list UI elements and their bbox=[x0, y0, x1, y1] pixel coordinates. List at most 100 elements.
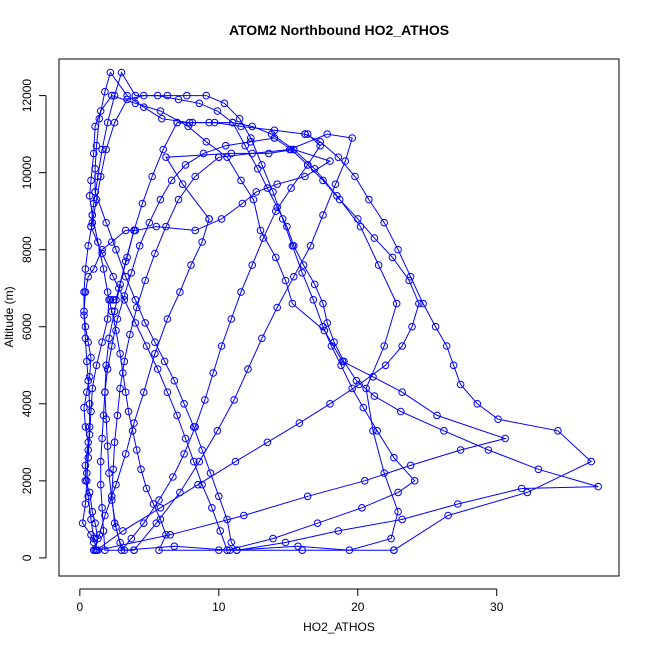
data-point bbox=[273, 303, 282, 312]
data-point bbox=[109, 296, 117, 304]
data-point bbox=[301, 130, 309, 138]
data-point bbox=[283, 222, 291, 231]
data-point bbox=[319, 211, 327, 219]
data-point bbox=[442, 342, 451, 350]
data-point bbox=[84, 272, 92, 281]
data-point bbox=[123, 91, 131, 100]
data-point bbox=[81, 334, 90, 343]
y-tick-label: 8000 bbox=[20, 236, 34, 263]
data-point bbox=[310, 165, 319, 173]
data-point bbox=[456, 380, 465, 389]
plot-area bbox=[78, 68, 603, 555]
data-point bbox=[89, 149, 98, 158]
series-line-4 bbox=[91, 214, 394, 551]
data-point bbox=[433, 411, 441, 420]
data-point bbox=[106, 68, 115, 77]
data-point bbox=[105, 334, 113, 343]
series-line-3 bbox=[89, 95, 507, 551]
data-point bbox=[341, 157, 350, 165]
data-point bbox=[85, 430, 94, 439]
data-point bbox=[145, 218, 154, 227]
data-point bbox=[167, 176, 176, 185]
data-point bbox=[94, 238, 102, 246]
data-point bbox=[381, 361, 390, 370]
data-point bbox=[206, 469, 215, 477]
data-point bbox=[99, 527, 108, 535]
data-point bbox=[110, 438, 119, 447]
data-point bbox=[155, 496, 163, 504]
data-point bbox=[237, 122, 245, 131]
data-point bbox=[380, 342, 389, 350]
data-point bbox=[116, 349, 124, 358]
data-point bbox=[345, 546, 354, 555]
data-point bbox=[406, 272, 415, 281]
data-point bbox=[330, 338, 338, 347]
data-point bbox=[554, 427, 562, 435]
data-point bbox=[131, 319, 140, 327]
data-point bbox=[128, 427, 137, 435]
data-point bbox=[309, 296, 318, 304]
data-point bbox=[92, 195, 101, 204]
data-point bbox=[205, 215, 213, 223]
data-point bbox=[215, 546, 223, 555]
x-tick-label: 10 bbox=[212, 600, 226, 614]
data-point bbox=[85, 400, 94, 408]
data-point bbox=[256, 226, 265, 235]
data-point bbox=[112, 523, 120, 531]
data-point bbox=[326, 157, 334, 165]
x-tick-label: 0 bbox=[76, 600, 83, 614]
data-point bbox=[223, 515, 231, 524]
data-point bbox=[185, 118, 194, 127]
data-point bbox=[105, 296, 113, 304]
data-point bbox=[112, 245, 120, 254]
data-point bbox=[352, 376, 361, 385]
data-point bbox=[326, 400, 334, 408]
data-point bbox=[91, 519, 99, 528]
data-point bbox=[89, 538, 98, 547]
data-point bbox=[87, 222, 95, 231]
data-point bbox=[130, 419, 138, 427]
data-point bbox=[299, 261, 308, 269]
data-point bbox=[84, 242, 92, 250]
data-point bbox=[331, 180, 340, 188]
y-tick-label: 4000 bbox=[20, 390, 34, 417]
data-point bbox=[99, 411, 108, 420]
data-point bbox=[81, 265, 90, 273]
data-point bbox=[140, 519, 148, 528]
data-point bbox=[215, 153, 223, 161]
data-point bbox=[102, 361, 110, 370]
data-point bbox=[202, 138, 211, 146]
data-point bbox=[359, 403, 368, 412]
data-point bbox=[247, 138, 255, 146]
data-point bbox=[419, 299, 427, 308]
data-point bbox=[170, 376, 179, 385]
data-point bbox=[408, 322, 416, 331]
data-point bbox=[83, 388, 91, 397]
data-point bbox=[265, 149, 273, 158]
series-line-10 bbox=[96, 137, 420, 551]
data-point bbox=[83, 469, 91, 477]
data-point bbox=[252, 188, 261, 196]
data-point bbox=[298, 546, 307, 555]
data-point bbox=[221, 141, 230, 150]
data-point bbox=[397, 407, 405, 416]
data-point bbox=[380, 469, 389, 477]
x-tick-label: 30 bbox=[490, 600, 504, 614]
data-point bbox=[158, 114, 166, 123]
data-point bbox=[110, 519, 119, 528]
data-point bbox=[178, 180, 187, 188]
data-point bbox=[327, 342, 336, 350]
data-point bbox=[162, 531, 170, 539]
data-point bbox=[87, 531, 95, 539]
data-point bbox=[176, 488, 184, 497]
data-point bbox=[303, 161, 312, 169]
data-point bbox=[194, 480, 202, 489]
data-point bbox=[121, 272, 130, 281]
data-point bbox=[356, 222, 365, 231]
data-point bbox=[405, 276, 414, 285]
data-point bbox=[120, 546, 129, 555]
data-point bbox=[237, 288, 245, 296]
data-point bbox=[223, 546, 231, 555]
series-line-12 bbox=[133, 133, 353, 551]
data-point bbox=[288, 242, 297, 250]
